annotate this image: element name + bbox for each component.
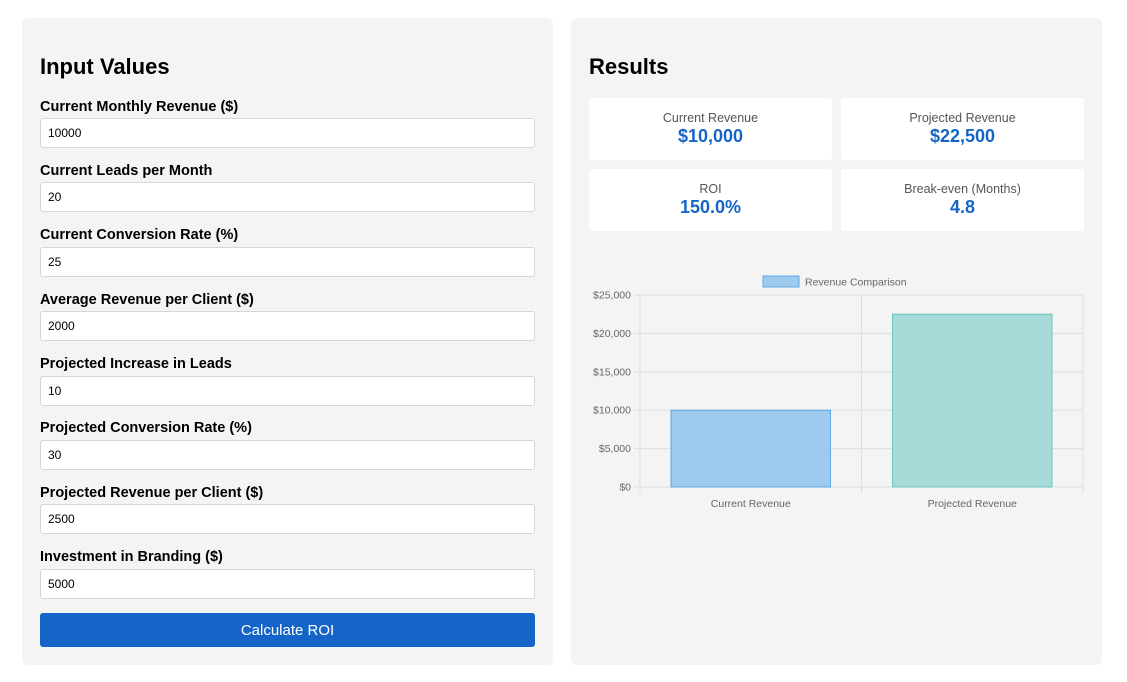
projected-increase-leads-input[interactable] [40,376,535,406]
roi-card: ROI 150.0% [589,169,832,231]
results-panel-title: Results [589,54,669,79]
x-tick-label: Projected Revenue [928,498,1017,510]
legend-label: Revenue Comparison [805,277,907,289]
y-tick-label: $15,000 [593,366,631,378]
y-tick-label: $0 [619,482,631,494]
bar-current-revenue [670,409,831,488]
results-panel: Results Current Revenue $10,000 Projecte… [571,18,1102,665]
current-conversion-rate-input[interactable] [40,247,535,277]
projected-revenue-per-client-input[interactable] [40,504,535,534]
revenue-comparison-chart: $0 $5,000 $10,000 $15,000 $20,000 $25,000 Curr… [593,275,1084,510]
average-revenue-per-client-label: Average Revenue per Client ($) [40,292,254,308]
current-monthly-revenue-label: Current Monthly Revenue ($) [40,99,239,115]
projected-revenue-card: Projected Revenue $22,500 [841,98,1084,160]
projected-conversion-rate-input[interactable] [40,440,535,470]
average-revenue-per-client-input[interactable] [40,311,535,341]
y-tick-label: $20,000 [593,328,631,340]
legend-swatch [762,275,800,288]
current-revenue-card-label: Current Revenue [662,111,759,125]
current-monthly-revenue-input[interactable] [40,118,535,148]
projected-conversion-rate-label: Projected Conversion Rate (%) [40,420,252,436]
break-even-card-value: 4.8 [949,197,976,217]
roi-card-label: ROI [699,182,722,196]
y-tick-label: $5,000 [599,443,631,455]
investment-in-branding-input[interactable] [40,569,535,599]
projected-revenue-per-client-label: Projected Revenue per Client ($) [40,485,264,501]
projected-revenue-card-label: Projected Revenue [909,111,1016,125]
calculate-roi-button[interactable]: Calculate ROI [40,613,535,647]
y-tick-label: $10,000 [593,405,631,417]
projected-increase-leads-label: Projected Increase in Leads [40,356,232,372]
current-conversion-rate-label: Current Conversion Rate (%) [40,227,239,243]
projected-revenue-card-value: $22,500 [929,126,996,146]
y-tick-label: $25,000 [593,290,631,302]
input-panel: Input Values Current Monthly Revenue ($)… [22,18,553,665]
break-even-card-label: Break-even (Months) [904,182,1021,196]
current-leads-label: Current Leads per Month [40,163,213,179]
x-tick-label: Current Revenue [711,498,791,510]
investment-in-branding-label: Investment in Branding ($) [40,549,223,565]
current-revenue-card-value: $10,000 [677,126,744,146]
current-revenue-card: Current Revenue $10,000 [589,98,832,160]
roi-card-value: 150.0% [679,197,742,217]
input-panel-title: Input Values [40,54,170,79]
break-even-card: Break-even (Months) 4.8 [841,169,1084,231]
current-leads-input[interactable] [40,182,535,212]
bar-projected-revenue [892,313,1053,488]
